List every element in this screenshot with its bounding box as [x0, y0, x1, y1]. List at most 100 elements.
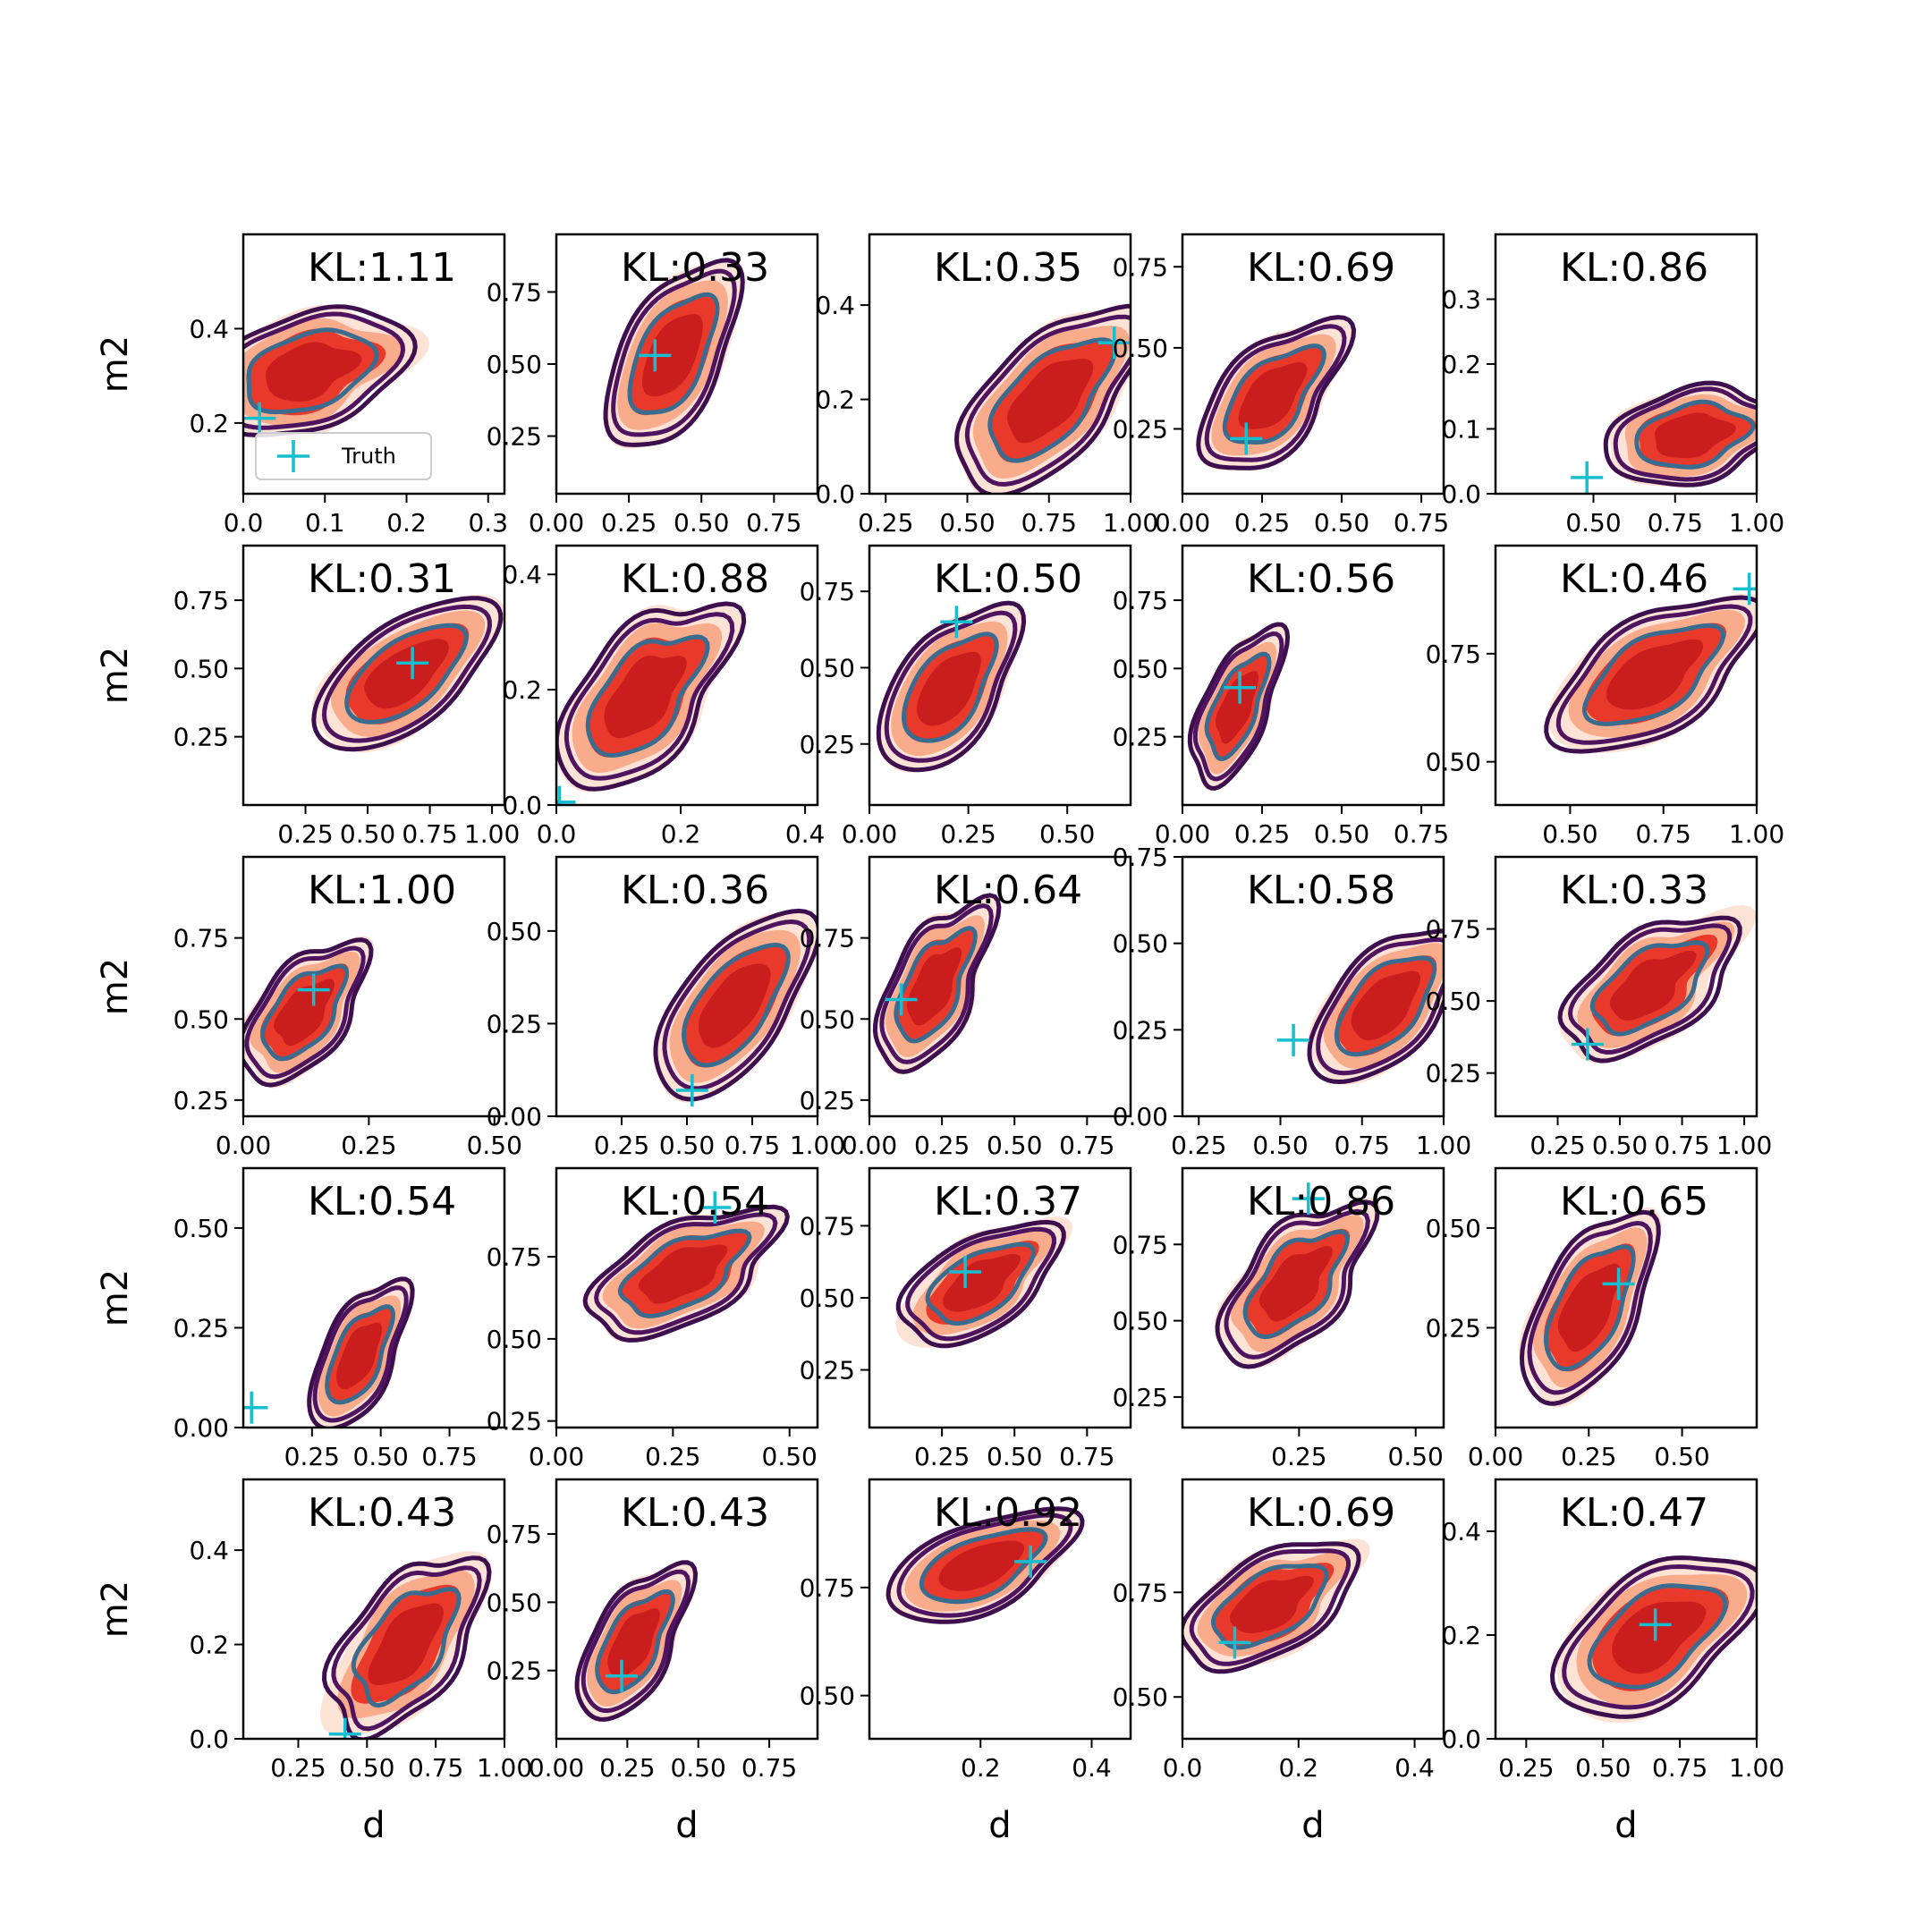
truth-marker	[606, 1659, 638, 1692]
density-layers	[320, 1551, 492, 1739]
x-tick-label: 1.00	[1729, 1753, 1784, 1783]
x-tick-label: 0.00	[529, 508, 584, 538]
contour-line-3	[1634, 399, 1756, 470]
contour-line-3	[627, 292, 720, 415]
contour-line-2	[580, 1569, 691, 1714]
y-axis-label: m2	[95, 647, 136, 704]
subplot-21: 0.25 0.50 0.75 1.00 0.0 0.2 0.4 KL:0.43 m2 d	[95, 1478, 532, 1846]
x-tick-label: 0.00	[216, 1131, 271, 1160]
density-fill-level-4	[1612, 1601, 1707, 1674]
density-layers	[1544, 572, 1757, 754]
truth-marker	[1602, 1267, 1635, 1301]
x-tick-label: 0.25	[1234, 819, 1290, 849]
truth-marker	[675, 1074, 708, 1106]
contour-line-3	[682, 942, 791, 1068]
contour-line-3	[1543, 1244, 1636, 1372]
x-tick-label: 1.00	[1716, 1131, 1772, 1160]
x-tick-label: 0.50	[671, 1753, 726, 1783]
density-layers	[953, 303, 1131, 494]
contour-line-1	[603, 258, 745, 447]
x-tick-label: 0.50	[1314, 819, 1369, 849]
subplot-18: 0.25 0.50 0.75 0.25 0.50 0.75 KL:0.37	[800, 1166, 1132, 1471]
x-tick-label: 0.75	[1021, 508, 1077, 538]
x-tick-label: 0.75	[1652, 1753, 1707, 1783]
y-tick-label: 0.50	[487, 917, 542, 946]
x-tick-label: 0.50	[987, 1131, 1042, 1160]
x-tick-label: 1.00	[1729, 819, 1784, 849]
density-layers	[556, 601, 747, 805]
density-layers	[603, 258, 745, 449]
x-tick-label: 0.25	[940, 819, 996, 849]
axes-frame	[555, 1166, 819, 1429]
density-fill-level-4	[266, 342, 362, 402]
y-tick-label: 0.25	[1426, 1313, 1481, 1343]
y-tick-label: 0.2	[1441, 350, 1481, 379]
y-tick-label: 0.25	[174, 723, 229, 752]
subplot-7: 0.0 0.2 0.4 0.0 0.2 0.4 KL:0.88	[502, 544, 826, 849]
y-tick-label: 0.25	[1113, 1383, 1168, 1412]
density-fill-level-4	[1351, 970, 1420, 1041]
y-tick-label: 0.75	[1426, 640, 1481, 669]
legend-box	[255, 432, 432, 480]
axes-frame	[868, 544, 1132, 807]
y-tick-label: 0.50	[1113, 1307, 1168, 1336]
x-tick-label: 0.00	[1468, 1442, 1523, 1471]
axes-frame	[1494, 1478, 1758, 1741]
contour-line-3	[901, 631, 999, 743]
x-tick-label: 0.4	[785, 819, 826, 849]
kl-divergence-label: KL:0.37	[934, 1179, 1082, 1224]
density-layers	[1571, 380, 1757, 494]
x-tick-label: 0.00	[529, 1442, 584, 1471]
truth-marker	[1571, 461, 1604, 494]
truth-marker	[1230, 422, 1263, 455]
y-tick-label: 0.25	[1426, 1059, 1481, 1089]
kl-divergence-label: KL:1.00	[308, 868, 456, 913]
contour-line-3	[351, 1587, 462, 1708]
subplot-2: 0.00 0.25 0.50 0.75 0.25 0.50 0.75 KL:0.33	[487, 233, 819, 538]
y-tick-label: 0.25	[174, 1086, 229, 1115]
kl-divergence-label: KL:0.92	[934, 1490, 1082, 1536]
density-fill-level-4	[1215, 671, 1259, 744]
truth-marker	[556, 785, 576, 805]
x-tick-label: 0.75	[1648, 508, 1703, 538]
y-tick-label: 0.25	[487, 1657, 542, 1686]
x-tick-label: 0.50	[1039, 819, 1095, 849]
density-fill-level-4	[943, 1254, 1021, 1312]
density-layers	[1182, 1538, 1370, 1674]
axes-frame	[242, 855, 506, 1118]
x-tick-label: 0.50	[340, 819, 395, 849]
truth-marker	[1014, 1545, 1047, 1578]
contour-line-1	[653, 908, 818, 1102]
y-tick-label: 0.75	[487, 277, 542, 307]
y-tick-label: 0.00	[174, 1413, 229, 1443]
axes-frame	[1181, 1478, 1445, 1741]
subplot-12: 0.25 0.50 0.75 1.00 0.00 0.25 0.50 KL:0.36	[487, 855, 845, 1160]
x-tick-label: 0.25	[914, 1131, 970, 1160]
y-tick-label: 0.25	[1113, 723, 1168, 752]
contour-line-3	[585, 634, 710, 758]
y-tick-label: 0.25	[800, 730, 855, 759]
axes-frame	[1181, 233, 1445, 496]
subplot-22: 0.00 0.25 0.50 0.75 0.25 0.50 0.75 KL:0.43 d	[487, 1478, 819, 1846]
contour-line-3	[246, 327, 379, 415]
axes-frame	[1181, 544, 1445, 807]
y-tick-label: 0.75	[800, 924, 855, 953]
subplot-10: 0.50 0.75 1.00 0.50 0.75 KL:0.46	[1426, 544, 1784, 849]
density-fill-level-4	[1609, 950, 1697, 1021]
truth-marker	[1292, 1182, 1325, 1216]
x-tick-label: 0.75	[1059, 1131, 1114, 1160]
kl-divergence-label: KL:0.69	[1247, 245, 1395, 291]
axes-frame	[242, 1478, 506, 1741]
x-tick-label: 0.25	[1171, 1131, 1226, 1160]
y-tick-label: 0.50	[1113, 334, 1168, 363]
contour-line-2	[1189, 1548, 1352, 1666]
kl-divergence-label: KL:0.58	[1247, 868, 1395, 913]
y-tick-label: 0.2	[1441, 1621, 1481, 1650]
contour-line-3	[894, 926, 978, 1044]
truth-marker	[639, 339, 672, 372]
truth-marker	[1097, 326, 1131, 360]
x-tick-label: 0.0	[1163, 1753, 1203, 1783]
axes-frame	[242, 233, 506, 496]
